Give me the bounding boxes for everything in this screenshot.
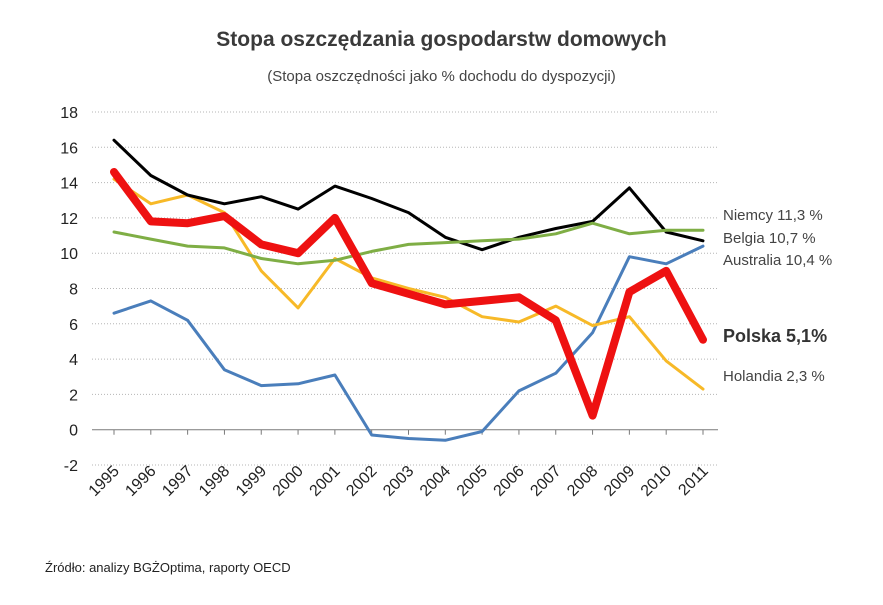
x-tick-label: 2002 xyxy=(343,463,380,500)
series-line-belgia xyxy=(112,138,705,252)
end-label-value: 5,1% xyxy=(786,326,827,346)
end-label-value: 10,7 % xyxy=(769,230,816,247)
source-note: Źródło: analizy BGŻOptima, raporty OECD xyxy=(45,560,291,575)
y-tick-label: 0 xyxy=(69,423,78,440)
end-label-holandia: Holandia 2,3 % xyxy=(723,368,825,385)
series-line-holandia xyxy=(112,177,705,391)
x-tick-label: 2011 xyxy=(675,463,711,499)
x-tick-label: 1995 xyxy=(86,463,123,500)
y-tick-label: 12 xyxy=(60,211,78,228)
x-tick-label: 2009 xyxy=(601,463,638,500)
end-label-name: Holandia xyxy=(723,368,786,385)
y-tick-label: 6 xyxy=(69,317,78,334)
y-tick-label: 2 xyxy=(69,387,78,404)
x-tick-label: 1996 xyxy=(122,463,159,500)
end-label-name: Polska xyxy=(723,326,786,346)
x-tick-label: 2001 xyxy=(307,463,344,500)
end-label-belgia: Belgia 10,7 % xyxy=(723,230,816,247)
end-label-value: 2,3 % xyxy=(786,368,824,385)
x-tick-label: 2006 xyxy=(491,463,528,500)
chart-title: Stopa oszczędzania gospodarstw domowych xyxy=(216,28,667,51)
series-line-polska xyxy=(110,168,707,420)
end-label-australia: Australia 10,4 % xyxy=(723,252,832,269)
y-tick-label: 18 xyxy=(60,105,78,122)
end-label-value: 10,4 % xyxy=(786,252,833,269)
x-tick-label: 2004 xyxy=(417,463,454,500)
x-tick-label: 1997 xyxy=(159,463,196,500)
series-line-niemcy xyxy=(112,221,705,266)
end-label-name: Australia xyxy=(723,252,786,269)
chart-subtitle: (Stopa oszczędności jako % dochodu do dy… xyxy=(267,68,616,85)
end-label-niemcy: Niemcy 11,3 % xyxy=(723,207,823,224)
x-tick-label: 2000 xyxy=(270,463,307,500)
x-tick-label: 2007 xyxy=(527,463,564,500)
end-label-name: Belgia xyxy=(723,230,769,247)
series-end-labels: Niemcy 11,3 % Belgia 10,7 % Australia 10,4… xyxy=(723,207,832,385)
series-lines xyxy=(110,138,707,442)
y-tick-label: 14 xyxy=(60,176,78,193)
y-tick-label: -2 xyxy=(64,458,78,475)
x-tick-label: 1998 xyxy=(196,463,233,500)
y-tick-label: 4 xyxy=(69,352,78,369)
series-line-australia xyxy=(112,244,705,442)
end-label-value: 11,3 % xyxy=(777,207,823,224)
y-tick-label: 16 xyxy=(60,140,78,157)
y-axis-ticks: -2 0 2 4 6 8 10 12 14 16 18 xyxy=(60,105,78,475)
x-tick-label: 1999 xyxy=(233,463,270,500)
grid-lines xyxy=(92,111,718,466)
y-tick-label: 10 xyxy=(60,246,78,263)
end-label-polska: Polska 5,1% xyxy=(723,326,827,346)
end-label-name: Niemcy xyxy=(723,207,777,224)
y-tick-label: 8 xyxy=(69,282,78,299)
x-tick-label: 2008 xyxy=(564,463,601,500)
x-tick-label: 2003 xyxy=(380,463,417,500)
x-tick-label: 2010 xyxy=(638,463,675,500)
x-tick-label: 2005 xyxy=(454,463,491,500)
